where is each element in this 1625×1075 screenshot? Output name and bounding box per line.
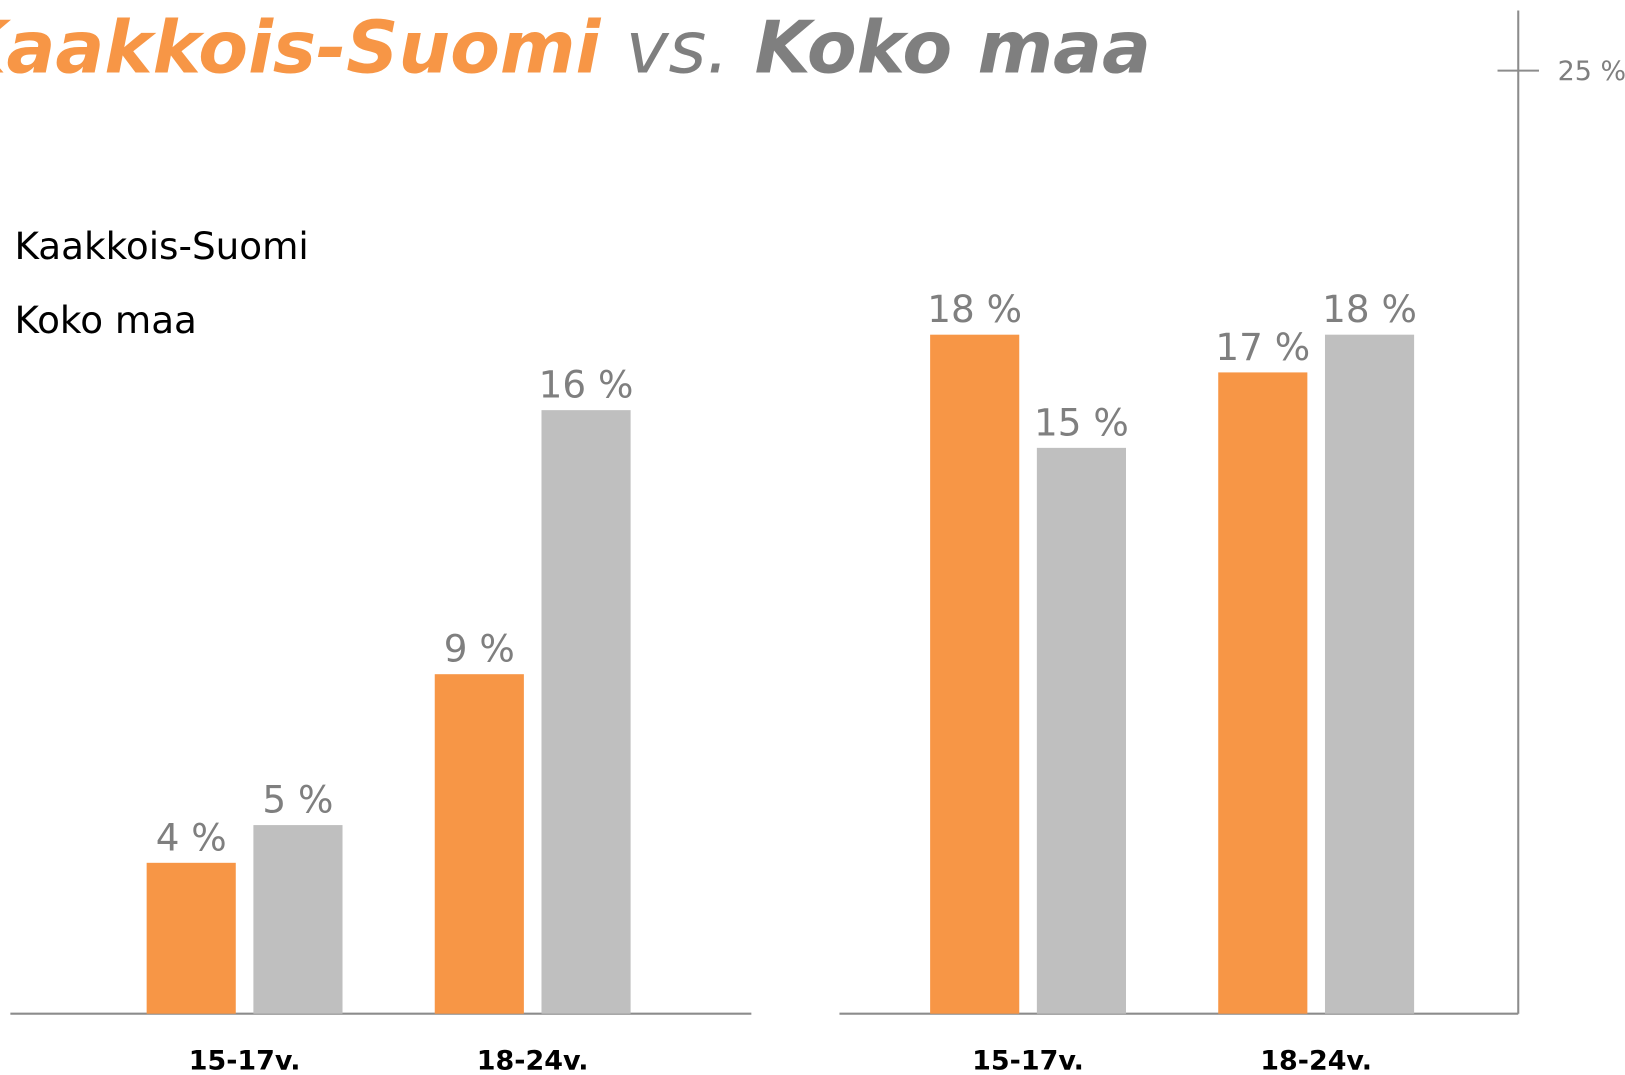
bar <box>541 410 631 1014</box>
x-tick-label: 15-17v. <box>972 1046 1084 1075</box>
data-label: 16 % <box>539 363 634 407</box>
data-label: 5 % <box>262 778 333 822</box>
title-part: Koko maa <box>755 7 1151 91</box>
bar <box>146 862 236 1014</box>
data-label: 18 % <box>1322 287 1417 331</box>
data-label: 9 % <box>444 627 515 671</box>
bar <box>1324 334 1415 1014</box>
x-tick-label: 18-24v. <box>1260 1046 1372 1075</box>
title-part: vs. <box>626 7 730 91</box>
data-label: 4 % <box>156 815 227 859</box>
bar <box>434 674 524 1014</box>
bar <box>253 825 343 1014</box>
legend-entry: Koko maa <box>15 298 197 342</box>
legend-entry: Kaakkois-Suomi <box>15 224 309 268</box>
x-tick-label: 15-17v. <box>189 1046 301 1075</box>
bar <box>1036 447 1126 1014</box>
x-tick-label: 18-24v. <box>477 1046 589 1075</box>
bar <box>1218 372 1308 1014</box>
data-label: 18 % <box>927 287 1022 331</box>
title-part: Kaakkois-Suomi <box>0 7 601 91</box>
title: Kaakkois-Suomi vs. Koko maa <box>0 7 1151 91</box>
bar <box>930 334 1020 1014</box>
y-tick-label: 25 % <box>1558 56 1625 87</box>
data-label: 15 % <box>1034 400 1129 444</box>
data-label: 17 % <box>1215 325 1310 369</box>
